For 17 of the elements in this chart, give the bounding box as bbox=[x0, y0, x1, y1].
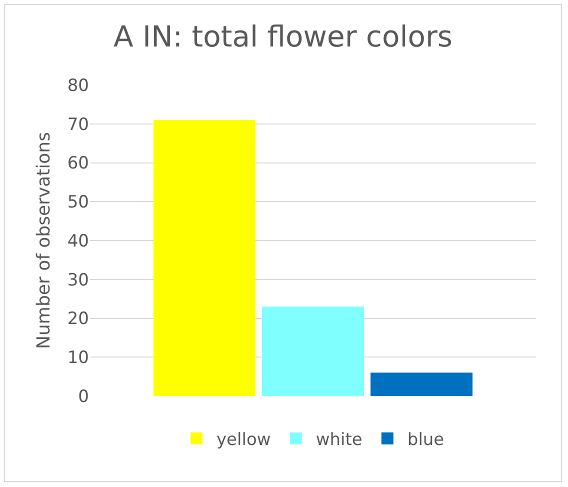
y-tick-label: 20 bbox=[67, 309, 89, 330]
y-tick-label: 80 bbox=[67, 76, 89, 96]
y-tick-label: 30 bbox=[67, 270, 89, 290]
y-tick-label: 50 bbox=[67, 192, 89, 213]
y-tick-label: 40 bbox=[67, 231, 89, 252]
legend-label: blue bbox=[407, 430, 444, 450]
y-tick-label: 0 bbox=[78, 386, 89, 407]
y-tick-label: 70 bbox=[67, 114, 89, 135]
y-tick-label: 10 bbox=[67, 348, 89, 368]
bar bbox=[262, 306, 364, 396]
y-axis-title: Number of observations bbox=[34, 132, 55, 349]
y-tick-label: 60 bbox=[67, 154, 89, 174]
legend-label: yellow bbox=[216, 430, 271, 450]
legend-label: white bbox=[316, 430, 362, 450]
chart-title: A IN: total flower colors bbox=[113, 20, 453, 54]
bar bbox=[153, 120, 256, 396]
bar bbox=[370, 372, 473, 396]
